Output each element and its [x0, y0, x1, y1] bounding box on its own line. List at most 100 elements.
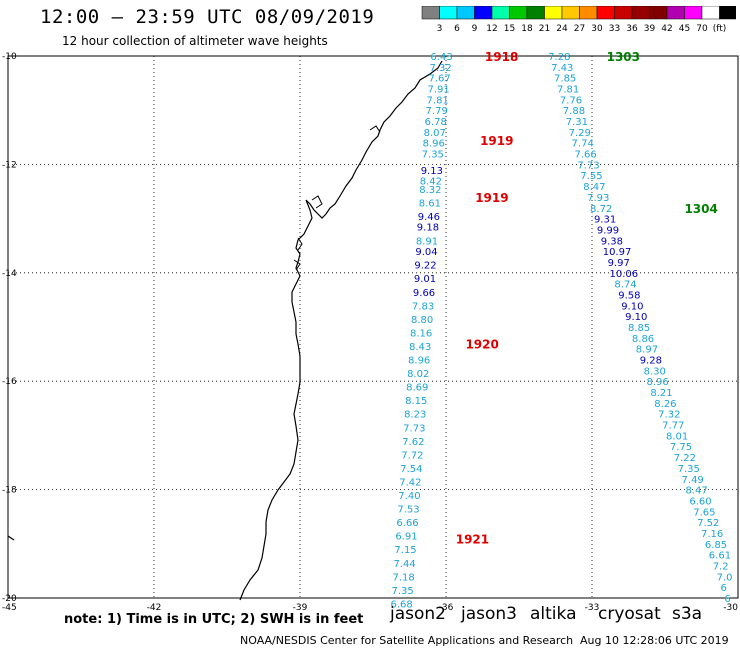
colorbar-label: 9	[472, 24, 478, 34]
colorbar-label: 36	[626, 24, 638, 34]
lon-label: -30	[723, 603, 738, 613]
swh-value: 6	[720, 583, 726, 594]
swh-value: 7.91	[428, 85, 450, 96]
lat-label: -12	[2, 160, 17, 170]
swh-value: 10.97	[603, 247, 632, 258]
swh-value: 7.74	[572, 139, 594, 150]
swh-value: 6	[724, 594, 730, 605]
swh-value: 8.97	[636, 345, 658, 356]
swh-value: 6.78	[425, 117, 447, 128]
pass-number: 1303	[607, 50, 640, 64]
colorbar-swatch	[719, 6, 736, 20]
swh-value: 8.16	[410, 328, 432, 339]
swh-value: 8.01	[666, 431, 688, 442]
swh-value: 7.62	[402, 437, 424, 448]
colorbar-label: 18	[521, 24, 533, 34]
map-grid	[7, 55, 739, 599]
colorbar-label: 30	[591, 24, 603, 34]
swh-tracks: 6.437.327.677.917.817.796.788.078.967.35…	[391, 50, 733, 610]
page-subtitle: 12 hour collection of altimeter wave hei…	[62, 34, 328, 48]
island-mark	[7, 535, 15, 541]
swh-value: 7.35	[678, 464, 700, 475]
swh-value: 6.85	[705, 540, 727, 551]
lon-label: -45	[2, 603, 17, 613]
swh-value: 8.61	[419, 198, 441, 209]
colorbar-label: 70	[696, 24, 708, 34]
swh-value: 8.47	[583, 182, 605, 193]
colorbar-label: 24	[556, 24, 568, 34]
legend-jason3: jason3	[461, 604, 517, 624]
colorbar-label: 6	[454, 24, 460, 34]
colorbar-label: 42	[661, 24, 672, 34]
swh-value: 7.73	[577, 160, 599, 171]
swh-value: 7.53	[397, 505, 419, 516]
swh-value: 9.01	[414, 274, 436, 285]
swh-value: 9.18	[417, 223, 439, 234]
swh-value: 7.43	[551, 63, 573, 74]
swh-value: 8.07	[424, 128, 446, 139]
swh-value: 7.67	[428, 74, 450, 85]
track-1303: 7.287.437.857.817.767.887.317.297.747.66…	[548, 50, 732, 605]
swh-value: 9.31	[594, 215, 616, 226]
colorbar-label: 39	[644, 24, 656, 34]
page-title: 12:00 – 23:59 UTC 08/09/2019	[40, 6, 375, 28]
legend-cryosat: cryosat	[598, 604, 661, 624]
swh-value: 7.31	[566, 117, 588, 128]
swh-value: 7.83	[412, 301, 434, 312]
lat-label: -10	[2, 52, 17, 62]
swh-value: 8.96	[423, 139, 445, 150]
swh-value: 9.10	[625, 312, 647, 323]
swh-value: 7.66	[574, 150, 596, 161]
swh-value: 8.42	[420, 177, 442, 188]
swh-value: 6.43	[430, 52, 452, 63]
legend-s3a: s3a	[672, 604, 703, 624]
colorbar-label: 15	[504, 24, 515, 34]
swh-value: 8.23	[404, 410, 426, 421]
swh-value: 7.32	[429, 63, 451, 74]
swh-value: 8.43	[409, 342, 431, 353]
swh-value: 7.55	[580, 171, 602, 182]
swh-value: 9.04	[415, 247, 437, 258]
lon-label: -39	[293, 603, 308, 613]
swh-value: 7.44	[393, 559, 415, 570]
longitude-labels: -45 -42 -39 -36 -33 -30	[2, 603, 738, 613]
swh-value: 7.76	[560, 95, 582, 106]
swh-value: 9.13	[421, 166, 443, 177]
lat-label: -14	[2, 269, 17, 279]
track-1918: 6.437.327.677.917.817.796.788.078.967.35…	[391, 50, 519, 610]
swh-value: 7.77	[662, 421, 684, 432]
swh-value: 8.47	[685, 486, 707, 497]
swh-value: 7.16	[701, 529, 723, 540]
lat-label: -16	[2, 377, 17, 387]
lon-label: -42	[147, 603, 162, 613]
lon-label: -36	[439, 603, 454, 613]
swh-value: 8.30	[644, 366, 666, 377]
swh-value: 8.91	[416, 236, 438, 247]
lat-label: -20	[2, 594, 17, 604]
coastline	[239, 60, 443, 601]
swh-value: 7.22	[674, 453, 696, 464]
swh-value: 9.97	[608, 258, 630, 269]
swh-value: 7.75	[670, 442, 692, 453]
latitude-labels: -10 -12 -14 -16 -18 -20	[2, 52, 17, 604]
footer-note: note: 1) Time is in UTC; 2) SWH is in fe…	[64, 612, 364, 627]
pass-number: 1918	[485, 50, 518, 64]
swh-value: 9.58	[618, 290, 640, 301]
swh-value: 7.72	[401, 450, 423, 461]
lat-label: -18	[2, 486, 17, 496]
colorbar-label: 33	[609, 24, 620, 34]
lon-label: -33	[585, 603, 600, 613]
swh-value: 7.85	[554, 74, 576, 85]
swh-value: 6.91	[395, 532, 417, 543]
colorbar-label: 27	[574, 24, 585, 34]
swh-value: 9.22	[414, 261, 436, 272]
colorbar-label: 45	[679, 24, 690, 34]
legend-altika: altika	[530, 604, 577, 624]
swh-value: 7.73	[403, 423, 425, 434]
swh-value: 7.29	[569, 128, 591, 139]
swh-value: 6.60	[689, 496, 711, 507]
swh-value: 8.32	[419, 185, 441, 196]
swh-value: 8.96	[408, 356, 430, 367]
swh-value: 7.81	[427, 95, 449, 106]
